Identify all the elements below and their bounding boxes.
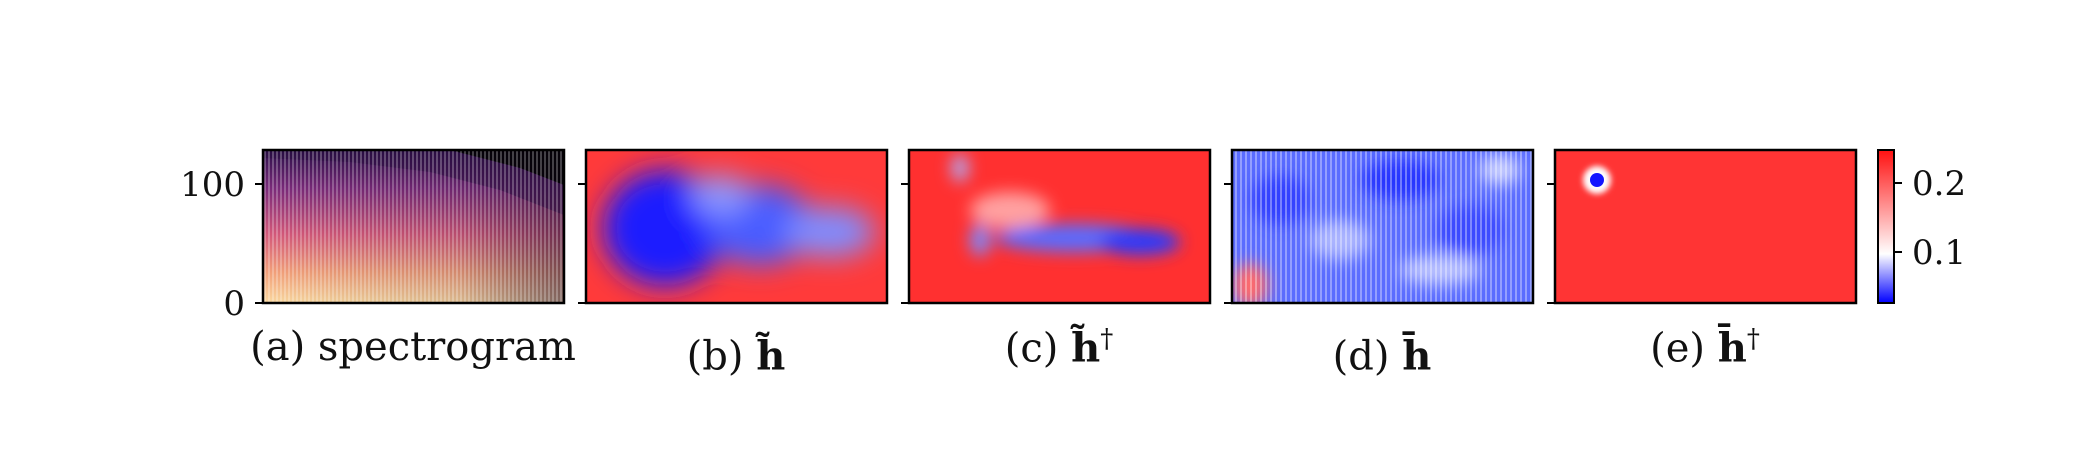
panel-b-frame xyxy=(584,148,889,305)
caption-e: (e) h̄† xyxy=(1650,324,1760,372)
colorbar-tick-0-2: 0.2 xyxy=(1912,164,1966,204)
panel-e-heatmap xyxy=(1555,150,1856,303)
panel-a-frame xyxy=(261,148,566,305)
y-tick-100: 100 xyxy=(180,165,245,205)
panel-d-frame xyxy=(1230,148,1535,305)
caption-b: (b) h̃ xyxy=(686,332,786,380)
panel-c-heatmap xyxy=(909,150,1210,303)
caption-c: (c) h̃† xyxy=(1004,324,1114,372)
panel-b-heatmap xyxy=(586,150,887,303)
caption-d: (d) h̄ xyxy=(1332,332,1432,380)
caption-a: (a) spectrogram xyxy=(250,324,576,370)
panel-e-frame xyxy=(1553,148,1858,305)
colorbar-tick-0-1: 0.1 xyxy=(1912,233,1966,273)
panel-a-spectrogram xyxy=(263,150,564,303)
panel-d-heatmap xyxy=(1232,150,1533,303)
panel-c-frame xyxy=(907,148,1212,305)
colorbar: 0.1 0.2 xyxy=(1877,149,1966,304)
panel-a-y-axis: 0 100 xyxy=(180,165,263,324)
y-tick-0: 0 xyxy=(223,284,245,324)
